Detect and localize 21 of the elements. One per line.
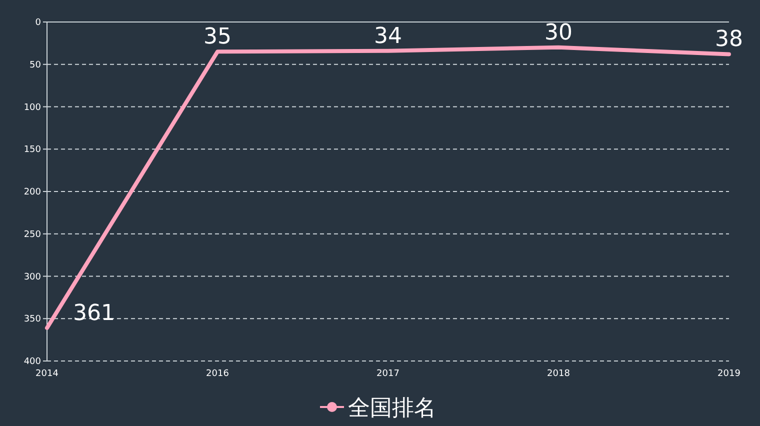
line-series [45,45,731,330]
y-tick-label: 150 [24,145,42,156]
data-label: 361 [73,300,115,326]
legend-label: 全国排名 [348,396,436,421]
y-tick-label: 50 [30,60,42,70]
y-tick-label: 200 [24,188,42,198]
x-tick-label: 2019 [718,369,741,379]
y-tick-label: 350 [24,314,42,325]
y-tick-label: 0 [35,18,42,28]
y-tick-label: 250 [24,230,42,240]
data-label: 35 [204,24,232,50]
y-tick-label: 400 [24,357,42,367]
x-tick-label: 2018 [547,369,570,379]
y-tick-label: 300 [24,272,42,282]
x-tick-label: 2014 [36,369,59,379]
y-tick-label: 100 [24,102,42,113]
data-label: 30 [544,20,572,46]
data-label: 34 [374,24,402,49]
data-label: 38 [715,27,743,52]
x-tick-label: 2016 [206,369,230,379]
x-tick-label: 2017 [376,369,400,379]
